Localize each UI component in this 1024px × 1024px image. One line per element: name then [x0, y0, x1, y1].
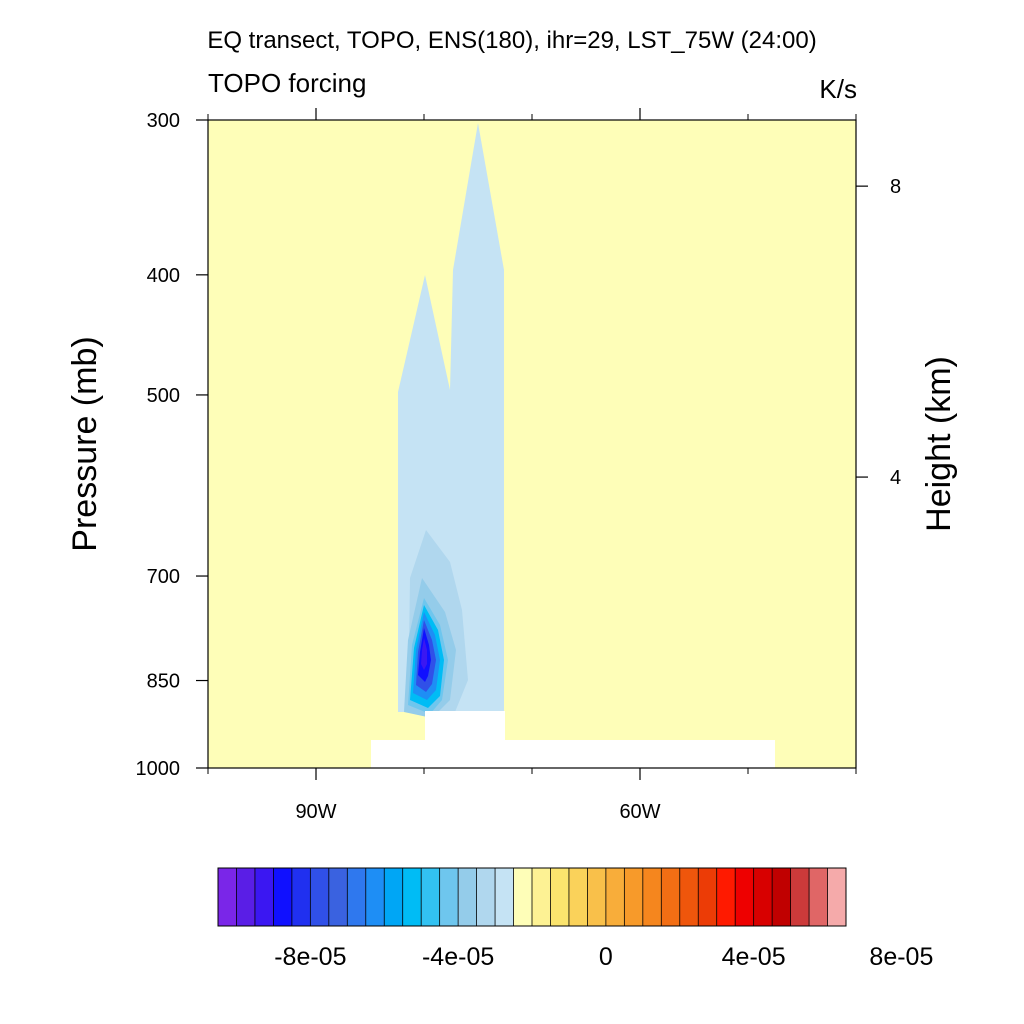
- y-tick-label: 300: [147, 110, 180, 132]
- cooling-minimum: [421, 638, 427, 670]
- plot-area: [207, 119, 857, 769]
- y-right-tick-label: 4: [890, 467, 901, 489]
- plot-background: [208, 120, 856, 768]
- colorbar-swatch: [254, 868, 274, 926]
- chart-title: EQ transect, TOPO, ENS(180), ihr=29, LST…: [207, 27, 816, 54]
- y-tick-label: 400: [147, 265, 180, 287]
- colorbar-swatch: [532, 868, 551, 926]
- colorbar-swatch: [772, 868, 791, 926]
- colorbar-swatch: [753, 868, 773, 926]
- colorbar-swatch: [347, 868, 367, 926]
- colorbar-swatch: [568, 868, 588, 926]
- colorbar-tick-label: -8e-05: [274, 943, 346, 971]
- colorbar-tick-label: 4e-05: [722, 943, 786, 971]
- colorbar-swatch: [421, 868, 441, 926]
- colorbar-swatch: [679, 868, 699, 926]
- colorbar-swatch: [661, 868, 681, 926]
- colorbar-swatch: [735, 868, 755, 926]
- colorbar-swatch: [624, 868, 644, 926]
- y-axis-label: Pressure (mb): [66, 336, 104, 551]
- colorbar-swatch: [273, 868, 293, 926]
- colorbar-tick-label: 8e-05: [869, 943, 933, 971]
- colorbar-swatch: [291, 868, 311, 926]
- colorbar-swatch: [236, 868, 256, 926]
- colorbar-swatch: [384, 868, 404, 926]
- colorbar-swatch: [642, 868, 662, 926]
- colorbar-tick-label: -4e-05: [422, 943, 494, 971]
- colorbar-swatch: [790, 868, 810, 926]
- colorbar-swatch: [476, 868, 496, 926]
- y-tick-label: 500: [147, 385, 180, 407]
- y-axis-right: 84: [856, 176, 901, 489]
- y-tick-label: 850: [147, 671, 180, 693]
- chart-units-label: K/s: [819, 74, 857, 104]
- colorbar-swatch: [513, 868, 533, 926]
- x-tick-label: 60W: [619, 801, 660, 823]
- y-tick-label: 700: [147, 566, 180, 588]
- colorbar-swatch: [550, 868, 570, 926]
- colorbar-swatch: [698, 868, 718, 926]
- colorbar-swatch: [587, 868, 607, 926]
- x-axis: 90W 60W: [207, 108, 857, 823]
- y-axis-right-label: Height (km): [920, 356, 958, 532]
- colorbar-swatch: [328, 868, 348, 926]
- colorbar-swatch: [605, 868, 625, 926]
- terrain-mask-lower: [371, 740, 775, 769]
- colorbar-swatch: [310, 868, 330, 926]
- colorbar-swatch: [365, 868, 385, 926]
- colorbar-frame: [217, 867, 847, 927]
- colorbar-swatch: [495, 868, 514, 926]
- colorbar-swatch: [809, 868, 828, 926]
- colorbar-swatch: [218, 868, 237, 926]
- x-tick-label: 90W: [295, 801, 336, 823]
- colorbar-tick-label: 0: [599, 943, 613, 971]
- colorbar-swatch: [402, 868, 422, 926]
- colorbar-swatch: [716, 868, 736, 926]
- y-tick-label: 1000: [136, 758, 181, 780]
- colorbar-swatch: [827, 868, 847, 926]
- y-right-tick-label: 8: [890, 176, 901, 198]
- colorbar-swatch: [439, 868, 459, 926]
- colorbar: -8e-05 -4e-05 0 4e-05 8e-05: [217, 867, 933, 971]
- chart-subtitle-left: TOPO forcing: [208, 68, 366, 98]
- colorbar-swatch: [458, 868, 477, 926]
- y-axis-left: 300 400 500 700 850 1000: [136, 110, 208, 780]
